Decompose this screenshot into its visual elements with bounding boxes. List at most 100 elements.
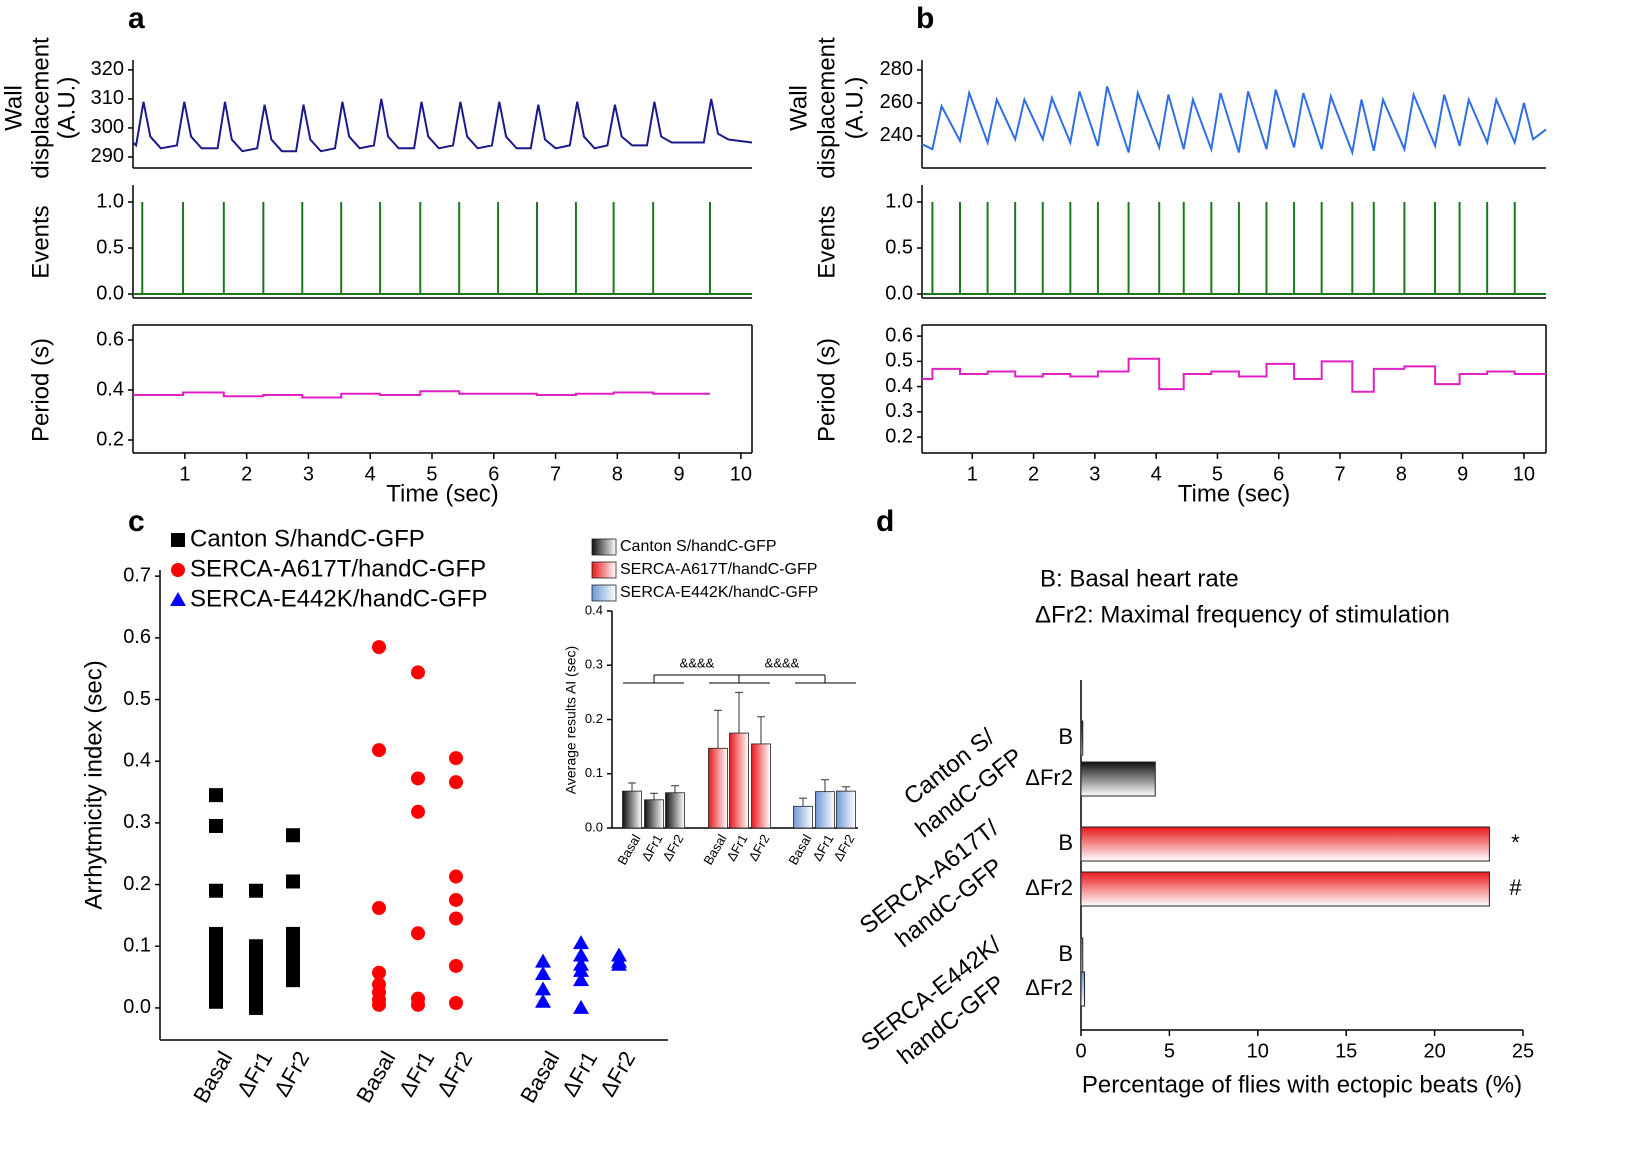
triangle-marker [573,935,589,950]
bar [1080,720,1084,756]
legend-label: SERCA-A617T/handC-GFP [190,555,486,582]
x-tick-label: 25 [1512,1040,1534,1062]
y-tick-label: 0.5 [123,688,151,710]
x-tick-label: 10 [1513,463,1535,485]
bar [1080,826,1490,862]
bar [644,799,664,829]
y-tick-label: 0.5 [885,350,913,372]
x-tick-label: ΔFr1 [557,1047,603,1101]
y-tick-label: 290 [91,145,124,167]
y-tick-label: 0.3 [585,657,603,672]
x-tick-label: 4 [1151,463,1162,485]
circle-marker [449,958,463,973]
legend-label: SERCA-E442K/handC-GFP [620,584,818,601]
circle-marker [449,911,463,926]
y-tick-label: 0.0 [96,282,124,304]
bar [1080,871,1490,907]
period-step [922,357,1546,393]
x-tick-label: 2 [241,463,252,485]
legend-swatch [591,561,617,579]
circle-marker [372,965,386,980]
bar [729,732,749,829]
annotation: &&&& [680,655,715,670]
bar [665,792,685,829]
y-tick-label: 310 [91,87,124,109]
x-tick-label: 0 [1075,1040,1086,1062]
triangle-marker [535,966,551,981]
x-tick-label: Basal [188,1047,237,1107]
y-axis-label: Period (s) [27,338,54,442]
bar [836,790,856,829]
trace-line [921,86,1547,157]
x-tick-label: 6 [1273,463,1284,485]
circle-marker [449,892,463,907]
y-tick-label: 280 [880,58,913,80]
y-tick-label: 0.4 [123,749,151,771]
legend-label: SERCA-A617T/handC-GFP [620,561,817,578]
x-tick-label: Basal [785,832,814,868]
y-axis-label: Arrhytmicity index (sec) [80,660,107,909]
x-axis-label: Percentage of flies with ectopic beats (… [1082,1071,1522,1098]
circle-marker [411,997,425,1012]
legend-swatch [591,584,617,602]
square-marker [209,788,223,803]
x-tick-label: 8 [1396,463,1407,485]
x-tick-label: 3 [303,463,314,485]
bracket [623,674,856,684]
y-tick-label: 1.0 [96,190,124,212]
y-tick-label: ΔFr2 [1025,975,1073,1000]
y-tick-label: 0.2 [585,711,603,726]
y-tick-label: B [1058,830,1073,855]
triangle-marker [535,993,551,1008]
x-tick-label: 5 [1212,463,1223,485]
x-axis-label: Time (sec) [1178,480,1290,507]
x-tick-label: 10 [1247,1040,1269,1062]
x-tick-label: ΔFr2 [745,832,772,864]
x-tick-label: Basal [700,832,729,868]
panel-label: d [876,505,894,538]
y-axis-label: Average results AI (sec) [563,646,579,794]
x-tick-label: ΔFr2 [269,1047,315,1101]
x-tick-label: Basal [614,832,643,868]
annotation: &&&& [765,655,800,670]
y-axis-label: (A.U.) [53,77,80,140]
triangle-marker [170,592,186,606]
x-tick-label: 7 [1334,463,1345,485]
square-marker [286,973,300,988]
square-marker [171,533,185,547]
circle-marker [411,771,425,786]
triangle-marker [573,972,589,987]
circle-marker [372,901,386,916]
y-tick-label: 0.2 [96,428,124,450]
square-marker [209,994,223,1009]
y-tick-label: 0.1 [585,765,603,780]
y-tick-label: 1.0 [885,190,913,212]
y-axis-label: (A.U.) [841,77,868,140]
legend-label: SERCA-E442K/handC-GFP [190,585,487,612]
panel-label: b [916,2,934,35]
y-tick-label: 240 [880,124,913,146]
x-tick-label: 5 [1164,1040,1175,1062]
y-tick-label: 0.4 [96,378,124,400]
y-tick-label: ΔFr2 [1025,875,1073,900]
bar [1080,761,1156,797]
x-tick-label: 6 [488,463,499,485]
circle-marker [411,665,425,680]
bar [1080,971,1086,1007]
y-tick-label: B [1058,941,1073,966]
y-tick-label: 0.4 [885,375,913,397]
y-tick-label: 260 [880,91,913,113]
y-tick-label: 0.0 [585,819,603,834]
annotation: * [1511,830,1520,855]
bar [751,743,771,829]
triangle-marker [611,956,627,971]
x-tick-label: ΔFr2 [595,1047,641,1101]
y-axis-label: Wall [0,85,27,131]
y-tick-label: 0.4 [585,602,603,617]
bar [1080,937,1084,973]
triangle-marker [573,999,589,1014]
y-tick-label: 0.5 [885,236,913,258]
y-tick-label: 0.6 [885,324,913,346]
y-axis-label: Events [27,205,54,278]
